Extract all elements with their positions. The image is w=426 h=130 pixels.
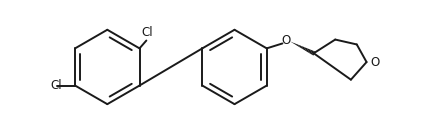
Text: Cl: Cl [51,79,62,92]
Text: Cl: Cl [141,26,153,39]
Text: O: O [282,34,291,47]
Text: O: O [371,56,380,69]
